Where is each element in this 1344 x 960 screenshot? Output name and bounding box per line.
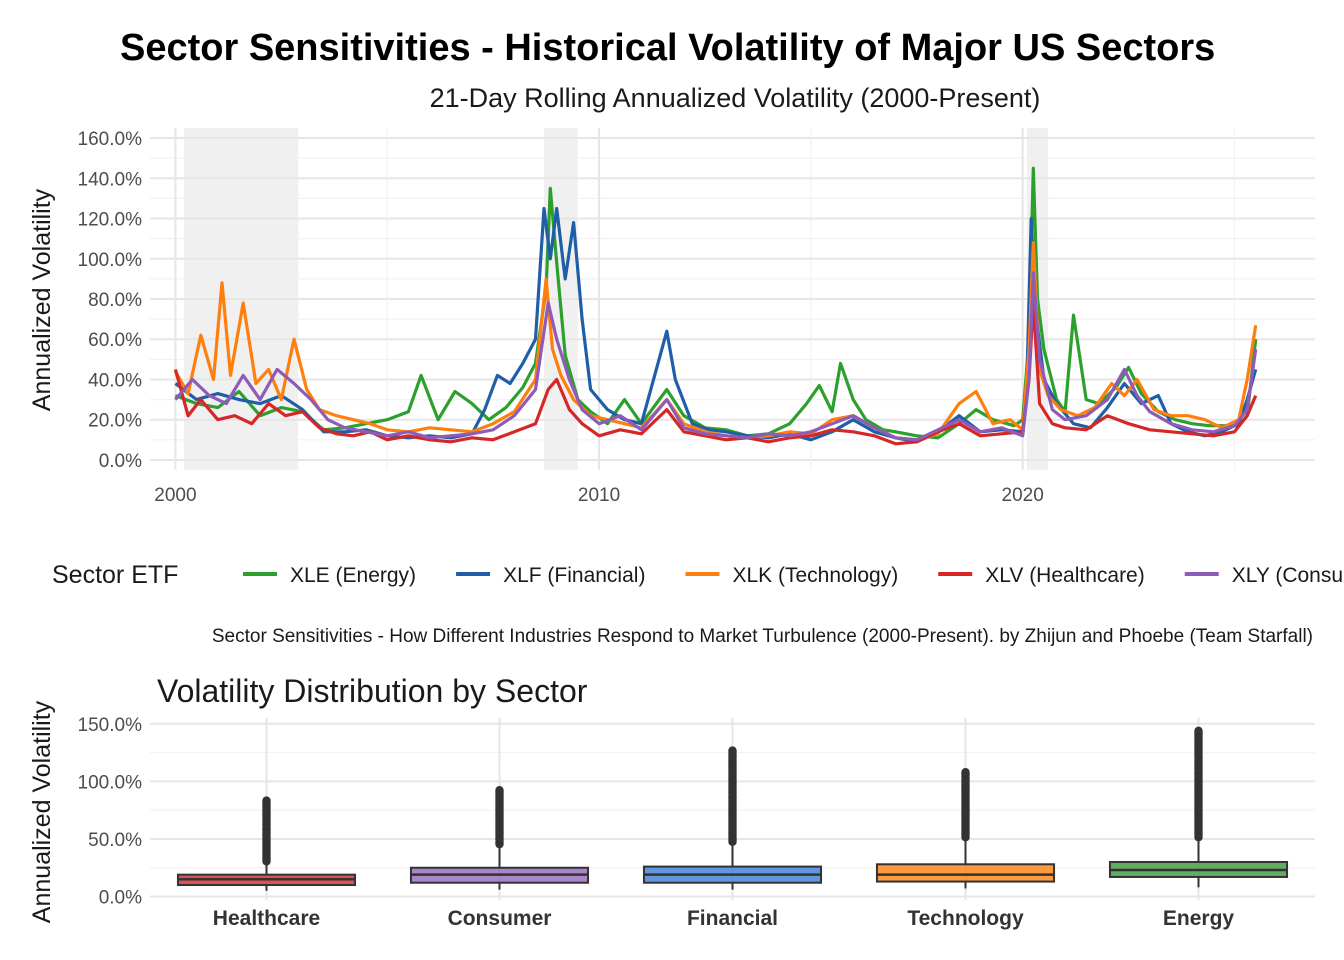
y-tick-label: 120.0%	[78, 210, 143, 231]
legend-item: XLK (Technology)	[685, 564, 898, 587]
series-line-xle	[174, 166, 1258, 440]
chart-caption: Sector Sensitivities - How Different Ind…	[212, 626, 1313, 647]
line-y-axis-label: Annualized Volatility	[28, 188, 56, 411]
y-tick-label: 40.0%	[88, 370, 142, 391]
box-consumer	[409, 786, 590, 890]
box-technology	[875, 768, 1056, 889]
y-tick-label: 50.0%	[88, 830, 142, 851]
box-financial	[642, 746, 823, 890]
chart-subtitle: 21-Day Rolling Annualized Volatility (20…	[430, 83, 1041, 113]
box-body	[875, 863, 1056, 883]
x-tick-label: 2020	[1002, 485, 1044, 506]
box-energy	[1108, 726, 1289, 888]
legend-item: XLE (Energy)	[243, 564, 416, 587]
line-y-ticks: 0.0% 20.0% 40.0% 60.0% 80.0% 100.0% 120.0% 140.…	[78, 129, 143, 472]
y-tick-label: 80.0%	[88, 290, 142, 311]
outlier-point	[262, 796, 271, 805]
x-tick-label: 2000	[154, 485, 196, 506]
line-panel: 0.0% 20.0% 40.0% 60.0% 80.0% 100.0% 120.0% 140.…	[28, 128, 1315, 506]
legend-title: Sector ETF	[52, 561, 178, 589]
outlier-point	[495, 786, 504, 795]
category-label: Healthcare	[213, 907, 320, 930]
series-line-xly	[174, 271, 1258, 442]
legend-item: XLY (Consumer)	[1184, 564, 1344, 587]
outlier-point	[728, 746, 737, 755]
legend: Sector ETF XLE (Energy) XLF (Financial) XL…	[52, 561, 1344, 589]
category-label: Financial	[687, 907, 778, 930]
y-tick-label: 140.0%	[78, 169, 143, 190]
y-tick-label: 160.0%	[78, 129, 143, 150]
category-label: Energy	[1163, 907, 1235, 930]
legend-label: XLV (Healthcare)	[985, 564, 1145, 587]
box-panel: Volatility Distribution by Sector 0.0% 50…	[28, 673, 1315, 930]
box-y-ticks: 0.0% 50.0% 100.0% 150.0%	[78, 715, 143, 909]
y-tick-label: 0.0%	[99, 888, 142, 909]
box-y-axis-label: Annualized Volatility	[28, 700, 56, 923]
y-tick-label: 20.0%	[88, 411, 142, 432]
box-panel-title: Volatility Distribution by Sector	[157, 673, 588, 709]
outlier-point	[1194, 726, 1203, 735]
line-series-group	[173, 166, 1258, 446]
legend-item: XLF (Financial)	[456, 564, 645, 587]
line-x-ticks: 2000 2010 2020	[154, 485, 1044, 506]
legend-label: XLY (Consumer)	[1232, 564, 1344, 587]
y-tick-label: 0.0%	[99, 451, 142, 472]
y-tick-label: 100.0%	[78, 250, 143, 271]
series-line-xlv	[173, 301, 1258, 446]
chart-title: Sector Sensitivities - Historical Volati…	[120, 27, 1215, 69]
legend-label: XLK (Technology)	[732, 564, 898, 587]
line-grid	[150, 128, 1315, 470]
x-tick-label: 2010	[578, 485, 620, 506]
y-tick-label: 60.0%	[88, 330, 142, 351]
outlier-point	[961, 768, 970, 777]
legend-label: XLE (Energy)	[290, 564, 416, 587]
y-tick-label: 100.0%	[78, 772, 143, 793]
category-label: Consumer	[448, 907, 552, 930]
box-group	[176, 726, 1289, 891]
legend-label: XLF (Financial)	[503, 564, 645, 587]
category-label: Technology	[907, 907, 1024, 930]
series-line-xlk	[174, 241, 1258, 442]
legend-item: XLV (Healthcare)	[938, 564, 1145, 587]
legend-items: XLE (Energy) XLF (Financial) XLK (Technolo…	[243, 564, 1344, 587]
box-healthcare	[176, 796, 357, 891]
y-tick-label: 150.0%	[78, 715, 143, 736]
box-x-ticks: Healthcare Consumer Financial Technology Ene…	[213, 907, 1235, 930]
